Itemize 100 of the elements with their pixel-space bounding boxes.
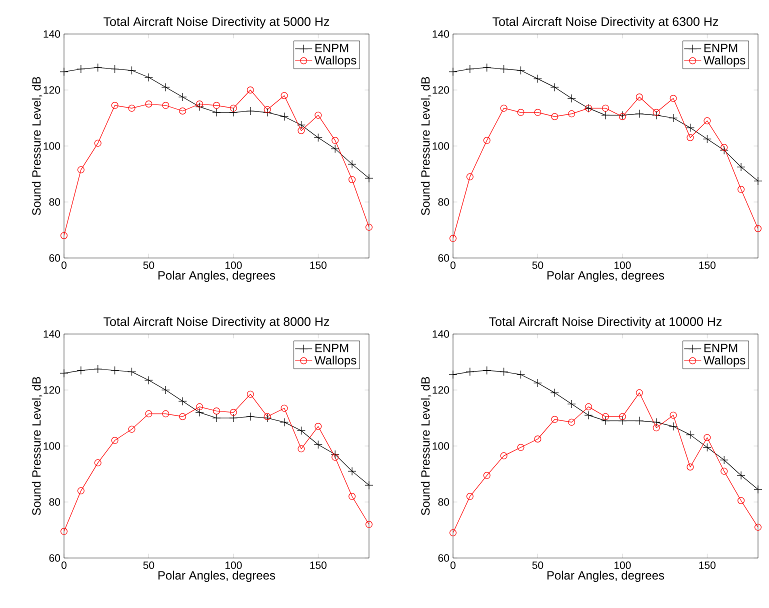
y-tick-label: 120 (44, 386, 60, 394)
point (550, 82, 559, 92)
y-tick-label: 100 (44, 142, 60, 150)
point (213, 408, 220, 415)
point (94, 459, 102, 466)
y-axis-title: Sound Pressure Level, dB (32, 76, 42, 216)
point (534, 108, 542, 116)
y-tick-label: 140 (432, 30, 450, 38)
point (296, 426, 306, 435)
point (704, 117, 711, 124)
x-tick-label: 100 (614, 262, 631, 269)
point (517, 108, 524, 116)
point (500, 452, 508, 460)
point (110, 366, 120, 375)
legend-label: ENPM (315, 44, 348, 52)
point (212, 414, 221, 422)
point (332, 454, 339, 461)
point (366, 224, 373, 231)
point (704, 434, 711, 442)
point (516, 66, 526, 75)
point (314, 440, 322, 449)
y-tick-label: 60 (438, 254, 450, 262)
point (330, 450, 340, 459)
point (162, 102, 170, 109)
x-tick-label: 100 (614, 562, 631, 569)
x-tick-label: 150 (310, 262, 327, 269)
x-tick-label: 150 (699, 562, 716, 569)
point (314, 422, 322, 430)
point (736, 471, 746, 480)
point (618, 413, 626, 420)
point (145, 410, 152, 418)
point (348, 466, 356, 476)
point (280, 112, 289, 121)
x-tick-label: 100 (225, 562, 242, 569)
point (110, 64, 120, 74)
point (602, 413, 610, 420)
point (618, 110, 627, 120)
point (60, 528, 68, 535)
point (76, 366, 86, 375)
legend-label: Wallops (703, 56, 746, 67)
point (298, 127, 305, 134)
y-tick-label: 60 (49, 254, 60, 262)
point (348, 492, 356, 500)
point (635, 416, 644, 426)
x-axis-title: Polar Angles, degrees (158, 270, 276, 282)
y-tick-label: 120 (432, 86, 450, 94)
point (178, 92, 187, 102)
y-tick-label: 80 (438, 198, 450, 206)
point (332, 136, 339, 144)
point (500, 104, 508, 112)
x-tick-label: 50 (143, 562, 154, 569)
point (517, 444, 524, 451)
point (567, 400, 576, 408)
point (670, 94, 677, 102)
point (466, 492, 474, 500)
point (450, 529, 457, 536)
point (264, 106, 271, 114)
y-tick-label: 100 (432, 442, 450, 450)
point (601, 416, 610, 426)
chart-title: Total Aircraft Noise Directivity at 6300 Hz (492, 16, 718, 29)
point (127, 66, 136, 75)
point (145, 100, 152, 108)
point (500, 368, 508, 376)
point (568, 110, 576, 118)
point (144, 376, 154, 385)
y-tick-label: 80 (49, 198, 60, 206)
point (720, 456, 728, 464)
point (127, 368, 136, 376)
point (738, 186, 745, 193)
point (720, 144, 728, 151)
point (602, 104, 610, 112)
point (229, 108, 238, 117)
point (448, 68, 458, 76)
point (550, 388, 559, 398)
x-tick-label: 0 (450, 262, 456, 269)
point (178, 396, 187, 406)
y-tick-label: 100 (432, 142, 450, 150)
x-tick-label: 0 (61, 262, 67, 269)
point (76, 64, 86, 74)
chart-title: Total Aircraft Noise Directivity at 5000 Hz (104, 16, 330, 29)
point (516, 370, 526, 379)
point (60, 68, 68, 76)
point (77, 487, 84, 494)
point (483, 136, 490, 144)
point (482, 63, 492, 72)
point (298, 445, 305, 452)
point (229, 414, 238, 422)
point (246, 390, 254, 398)
x-tick-label: 100 (225, 262, 242, 269)
chart-title: Total Aircraft Noise Directivity at 10000 Hz (489, 316, 722, 329)
point (314, 112, 322, 119)
y-axis-title: Sound Pressure Level, dB (420, 76, 432, 216)
point (94, 364, 102, 374)
point (584, 410, 593, 420)
y-tick-label: 80 (49, 498, 60, 506)
point (668, 422, 678, 431)
y-tick-label: 60 (438, 554, 450, 562)
y-tick-label: 120 (44, 86, 60, 94)
point (246, 106, 255, 116)
point (618, 416, 627, 426)
